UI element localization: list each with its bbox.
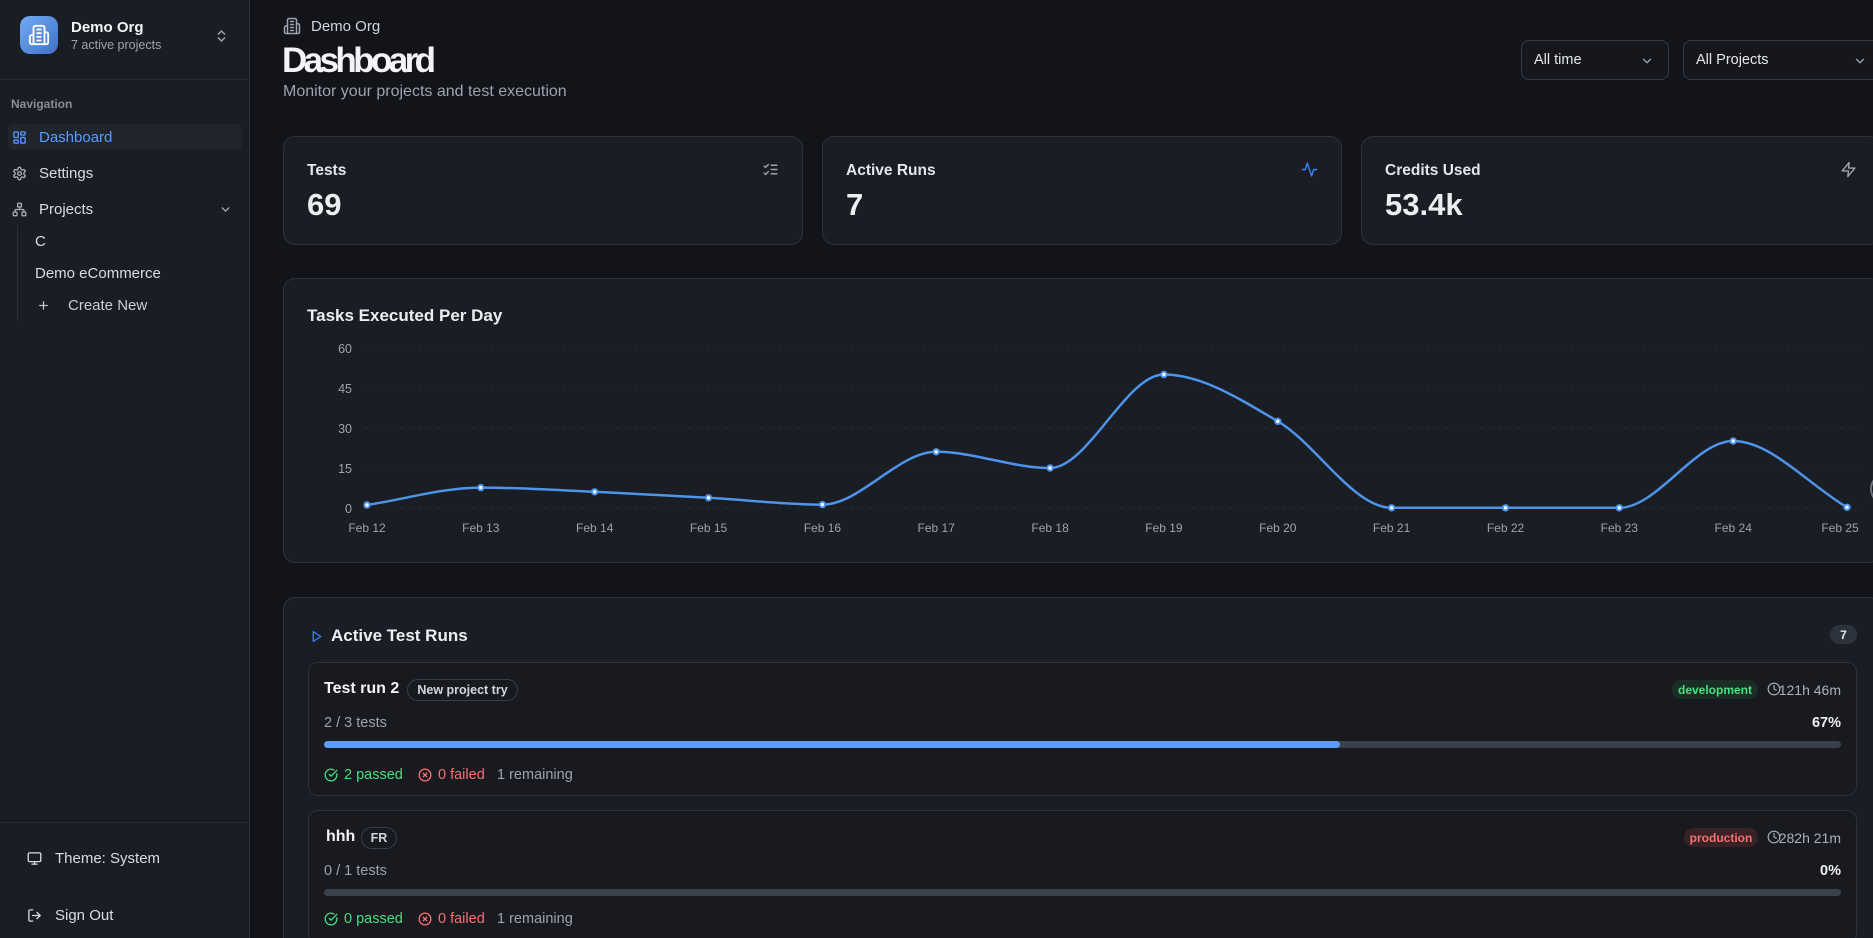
svg-text:60: 60 [338, 342, 352, 356]
svg-text:Feb 12: Feb 12 [348, 521, 386, 535]
svg-text:Feb 20: Feb 20 [1259, 521, 1297, 535]
svg-text:Feb 24: Feb 24 [1715, 521, 1753, 535]
svg-text:0: 0 [345, 502, 352, 516]
svg-text:45: 45 [338, 382, 352, 396]
svg-text:30: 30 [338, 422, 352, 436]
svg-text:Feb 15: Feb 15 [690, 521, 728, 535]
svg-text:Feb 23: Feb 23 [1601, 521, 1639, 535]
svg-text:Feb 14: Feb 14 [576, 521, 614, 535]
svg-text:15: 15 [338, 462, 352, 476]
svg-text:Feb 19: Feb 19 [1145, 521, 1183, 535]
svg-text:Feb 18: Feb 18 [1031, 521, 1069, 535]
svg-text:Feb 16: Feb 16 [804, 521, 842, 535]
svg-text:Feb 13: Feb 13 [462, 521, 500, 535]
svg-text:Feb 17: Feb 17 [918, 521, 956, 535]
svg-text:Feb 22: Feb 22 [1487, 521, 1525, 535]
svg-text:Feb 25: Feb 25 [1821, 521, 1859, 535]
svg-text:Feb 21: Feb 21 [1373, 521, 1411, 535]
